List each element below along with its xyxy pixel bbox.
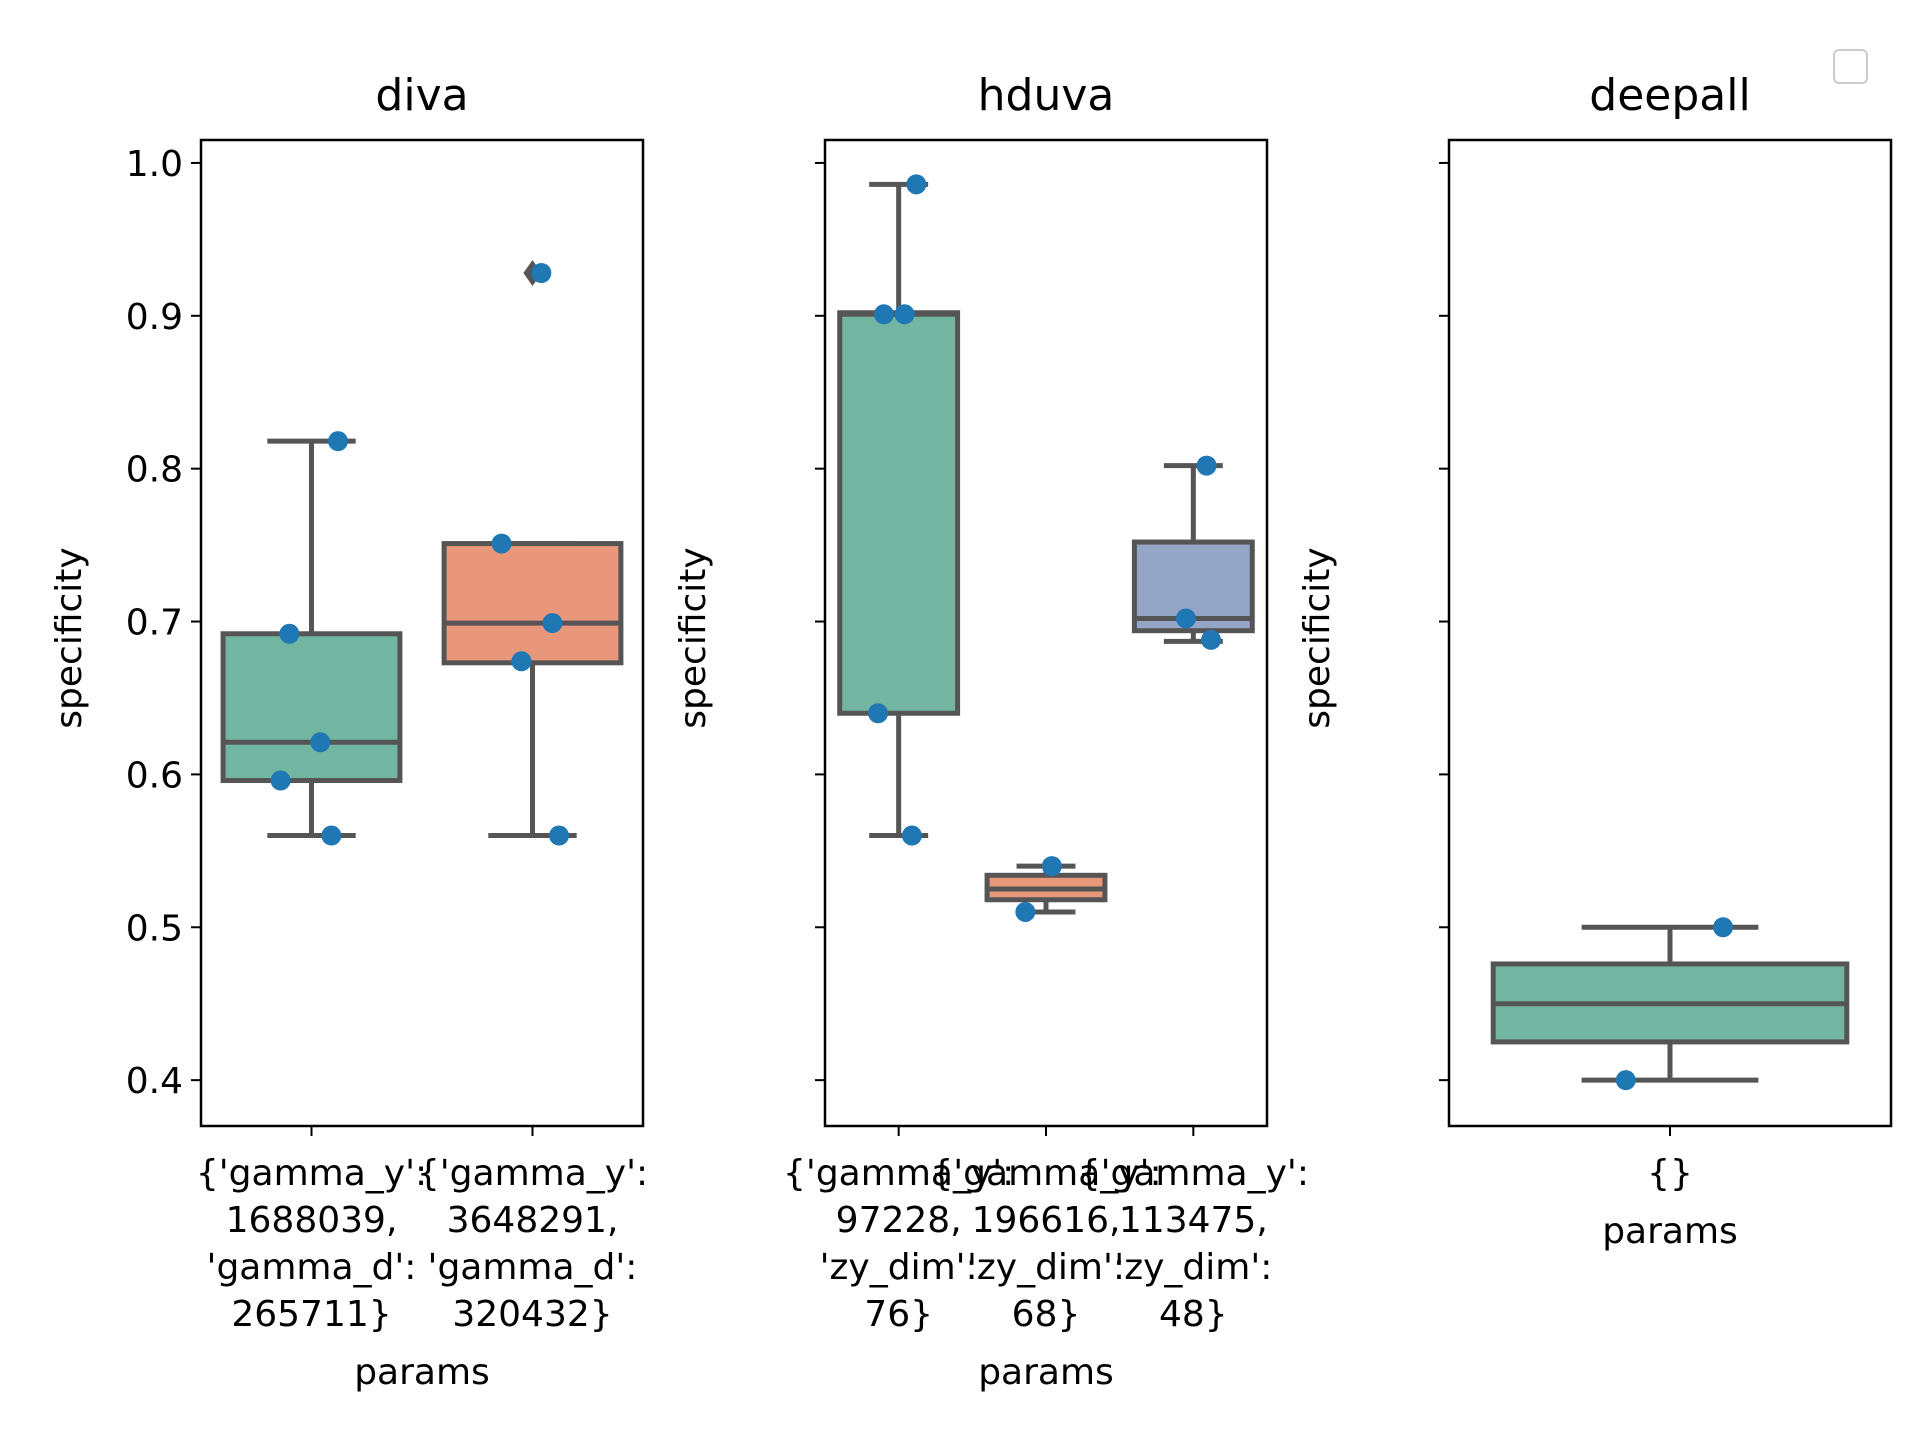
x-tick-label: 'zy_dim': <box>967 1247 1125 1288</box>
data-point <box>868 703 889 724</box>
x-tick-label: 'gamma_d': <box>207 1247 417 1288</box>
x-tick-label: 97228, <box>836 1200 962 1241</box>
x-tick-label: {'gamma_y': <box>417 1153 648 1194</box>
y-tick-label: 1.0 <box>126 144 183 185</box>
x-tick-label: 3648291, <box>447 1200 619 1241</box>
data-point <box>328 431 349 452</box>
y-tick-label: 0.5 <box>126 908 183 949</box>
y-axis-label: specificity <box>49 547 90 728</box>
x-axis-label: params <box>1602 1211 1738 1252</box>
subplot-hduva: hduvaspecificity{'gamma_y':97228,'zy_dim… <box>673 70 1309 1393</box>
y-tick-label: 0.6 <box>126 755 183 796</box>
data-point <box>901 825 922 846</box>
x-tick-label: 113475, <box>1119 1200 1268 1241</box>
x-tick-label: 'zy_dim': <box>820 1247 978 1288</box>
data-point <box>1713 917 1734 938</box>
data-point <box>542 613 563 634</box>
x-tick-label: 68} <box>1012 1294 1081 1335</box>
y-axis-label: specificity <box>1297 547 1338 728</box>
x-tick-label: 76} <box>864 1294 933 1335</box>
data-point <box>310 732 331 753</box>
x-tick-label: {'gamma_y': <box>196 1153 427 1194</box>
y-tick-label: 0.4 <box>126 1061 183 1102</box>
y-tick-label: 0.9 <box>126 297 183 338</box>
x-axis-label: params <box>354 1352 490 1393</box>
data-point <box>1175 608 1196 629</box>
x-tick-label: {'gamma_y': <box>930 1153 1161 1194</box>
data-point <box>531 262 552 283</box>
x-tick-label: 1688039, <box>226 1200 398 1241</box>
x-tick-label: 48} <box>1159 1294 1228 1335</box>
data-point <box>270 770 291 791</box>
box-2 <box>984 863 1108 915</box>
plot-frame <box>199 138 645 1128</box>
x-tick-label: 'zy_dim': <box>1114 1247 1272 1288</box>
data-point <box>549 825 570 846</box>
subplot-diva: diva 0.4 0.5 0.6 0.7 0.8 0.9 1.0 specificity {'ga… <box>49 70 648 1393</box>
subplots: diva 0.4 0.5 0.6 0.7 0.8 0.9 1.0 specificity {'ga… <box>49 70 1893 1393</box>
y-tick-label: 0.8 <box>126 450 183 491</box>
x-tick-label: {} <box>1647 1153 1693 1194</box>
x-tick-label: {'gamma_y': <box>1078 1153 1309 1194</box>
subplot-deepall: deepall specificity {} params <box>1297 70 1893 1252</box>
data-point <box>279 623 300 644</box>
box-1 <box>220 438 403 839</box>
data-point <box>491 533 512 554</box>
plot-frame <box>1447 138 1893 1128</box>
box-1 <box>1490 924 1850 1083</box>
x-tick-label: 196616, <box>972 1200 1121 1241</box>
data-point <box>906 174 927 195</box>
data-point <box>511 651 532 672</box>
x-tick-label: 265711} <box>231 1294 391 1335</box>
box-body <box>441 541 624 666</box>
data-point <box>1615 1070 1636 1091</box>
x-tick-label: 'gamma_d': <box>428 1247 638 1288</box>
y-tick-label: 0.7 <box>126 603 183 644</box>
box-2 <box>441 259 624 839</box>
x-tick-label: {'gamma_y': <box>783 1153 1014 1194</box>
y-axis-label: specificity <box>673 547 714 728</box>
x-axis-label: params <box>978 1352 1114 1393</box>
subplot-title: deepall <box>1589 70 1750 121</box>
data-point <box>1041 856 1062 877</box>
subplot-title: diva <box>375 70 468 121</box>
data-point <box>894 304 915 325</box>
box-body <box>837 310 961 716</box>
data-point <box>1201 629 1222 650</box>
plot-frame <box>823 138 1269 1128</box>
data-point <box>1015 901 1036 922</box>
x-tick-label: 320432} <box>452 1294 612 1335</box>
data-point <box>1196 455 1217 476</box>
data-point <box>873 304 894 325</box>
subplot-title: hduva <box>978 70 1115 121</box>
data-point <box>321 825 342 846</box>
box-body <box>220 631 403 784</box>
empty-legend-box <box>1833 49 1868 84</box>
